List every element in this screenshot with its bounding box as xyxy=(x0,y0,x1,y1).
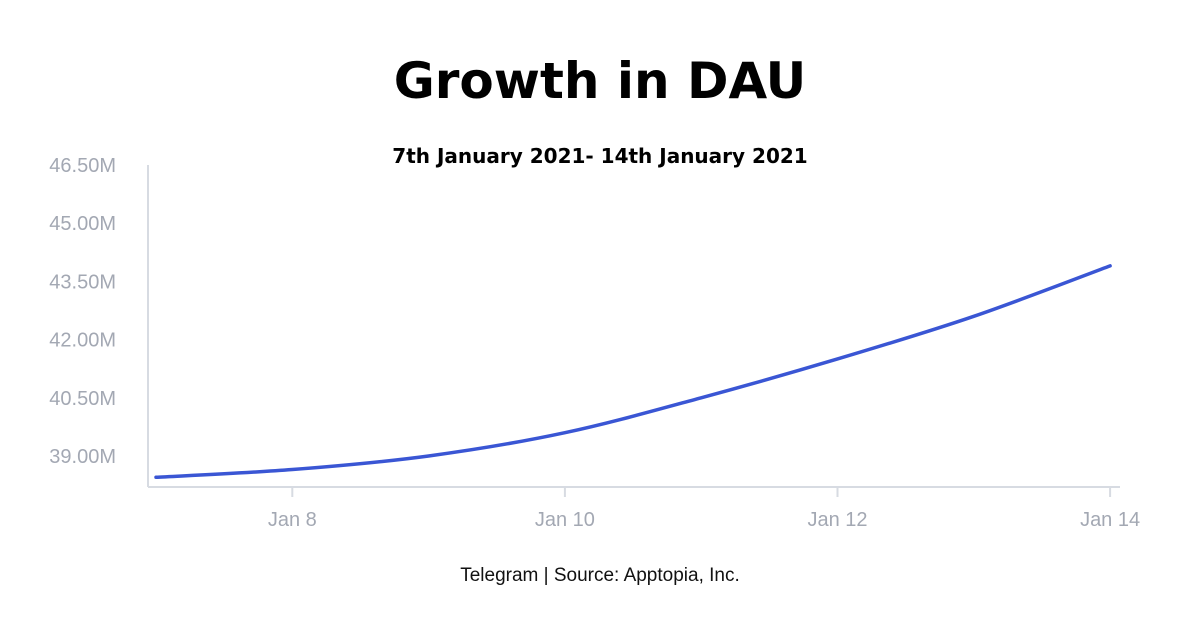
chart-title: Growth in DAU xyxy=(393,52,807,110)
x-tick-label: Jan 12 xyxy=(807,509,867,531)
source-caption: Telegram | Source: Apptopia, Inc. xyxy=(460,565,740,586)
y-tick-label: 45.00M xyxy=(49,213,116,235)
y-tick-label: 43.50M xyxy=(49,271,116,293)
x-tick-label: Jan 8 xyxy=(268,509,317,531)
y-tick-label: 42.00M xyxy=(49,330,116,352)
dau-series-line xyxy=(154,264,1112,480)
y-tick-label: 40.50M xyxy=(49,388,116,410)
x-tick-label: Jan 10 xyxy=(535,509,595,531)
x-tick-group: Jan 8 Jan 10 Jan 12 Jan 14 xyxy=(268,487,1140,531)
x-tick-label: Jan 14 xyxy=(1080,509,1140,531)
chart-subtitle: 7th January 2021- 14th January 2021 xyxy=(392,144,808,168)
y-tick-label: 46.50M xyxy=(49,155,116,177)
y-tick-group: 46.50M 45.00M 43.50M 42.00M 40.50M 39.00M xyxy=(49,155,116,468)
y-tick-label: 39.00M xyxy=(49,446,116,468)
